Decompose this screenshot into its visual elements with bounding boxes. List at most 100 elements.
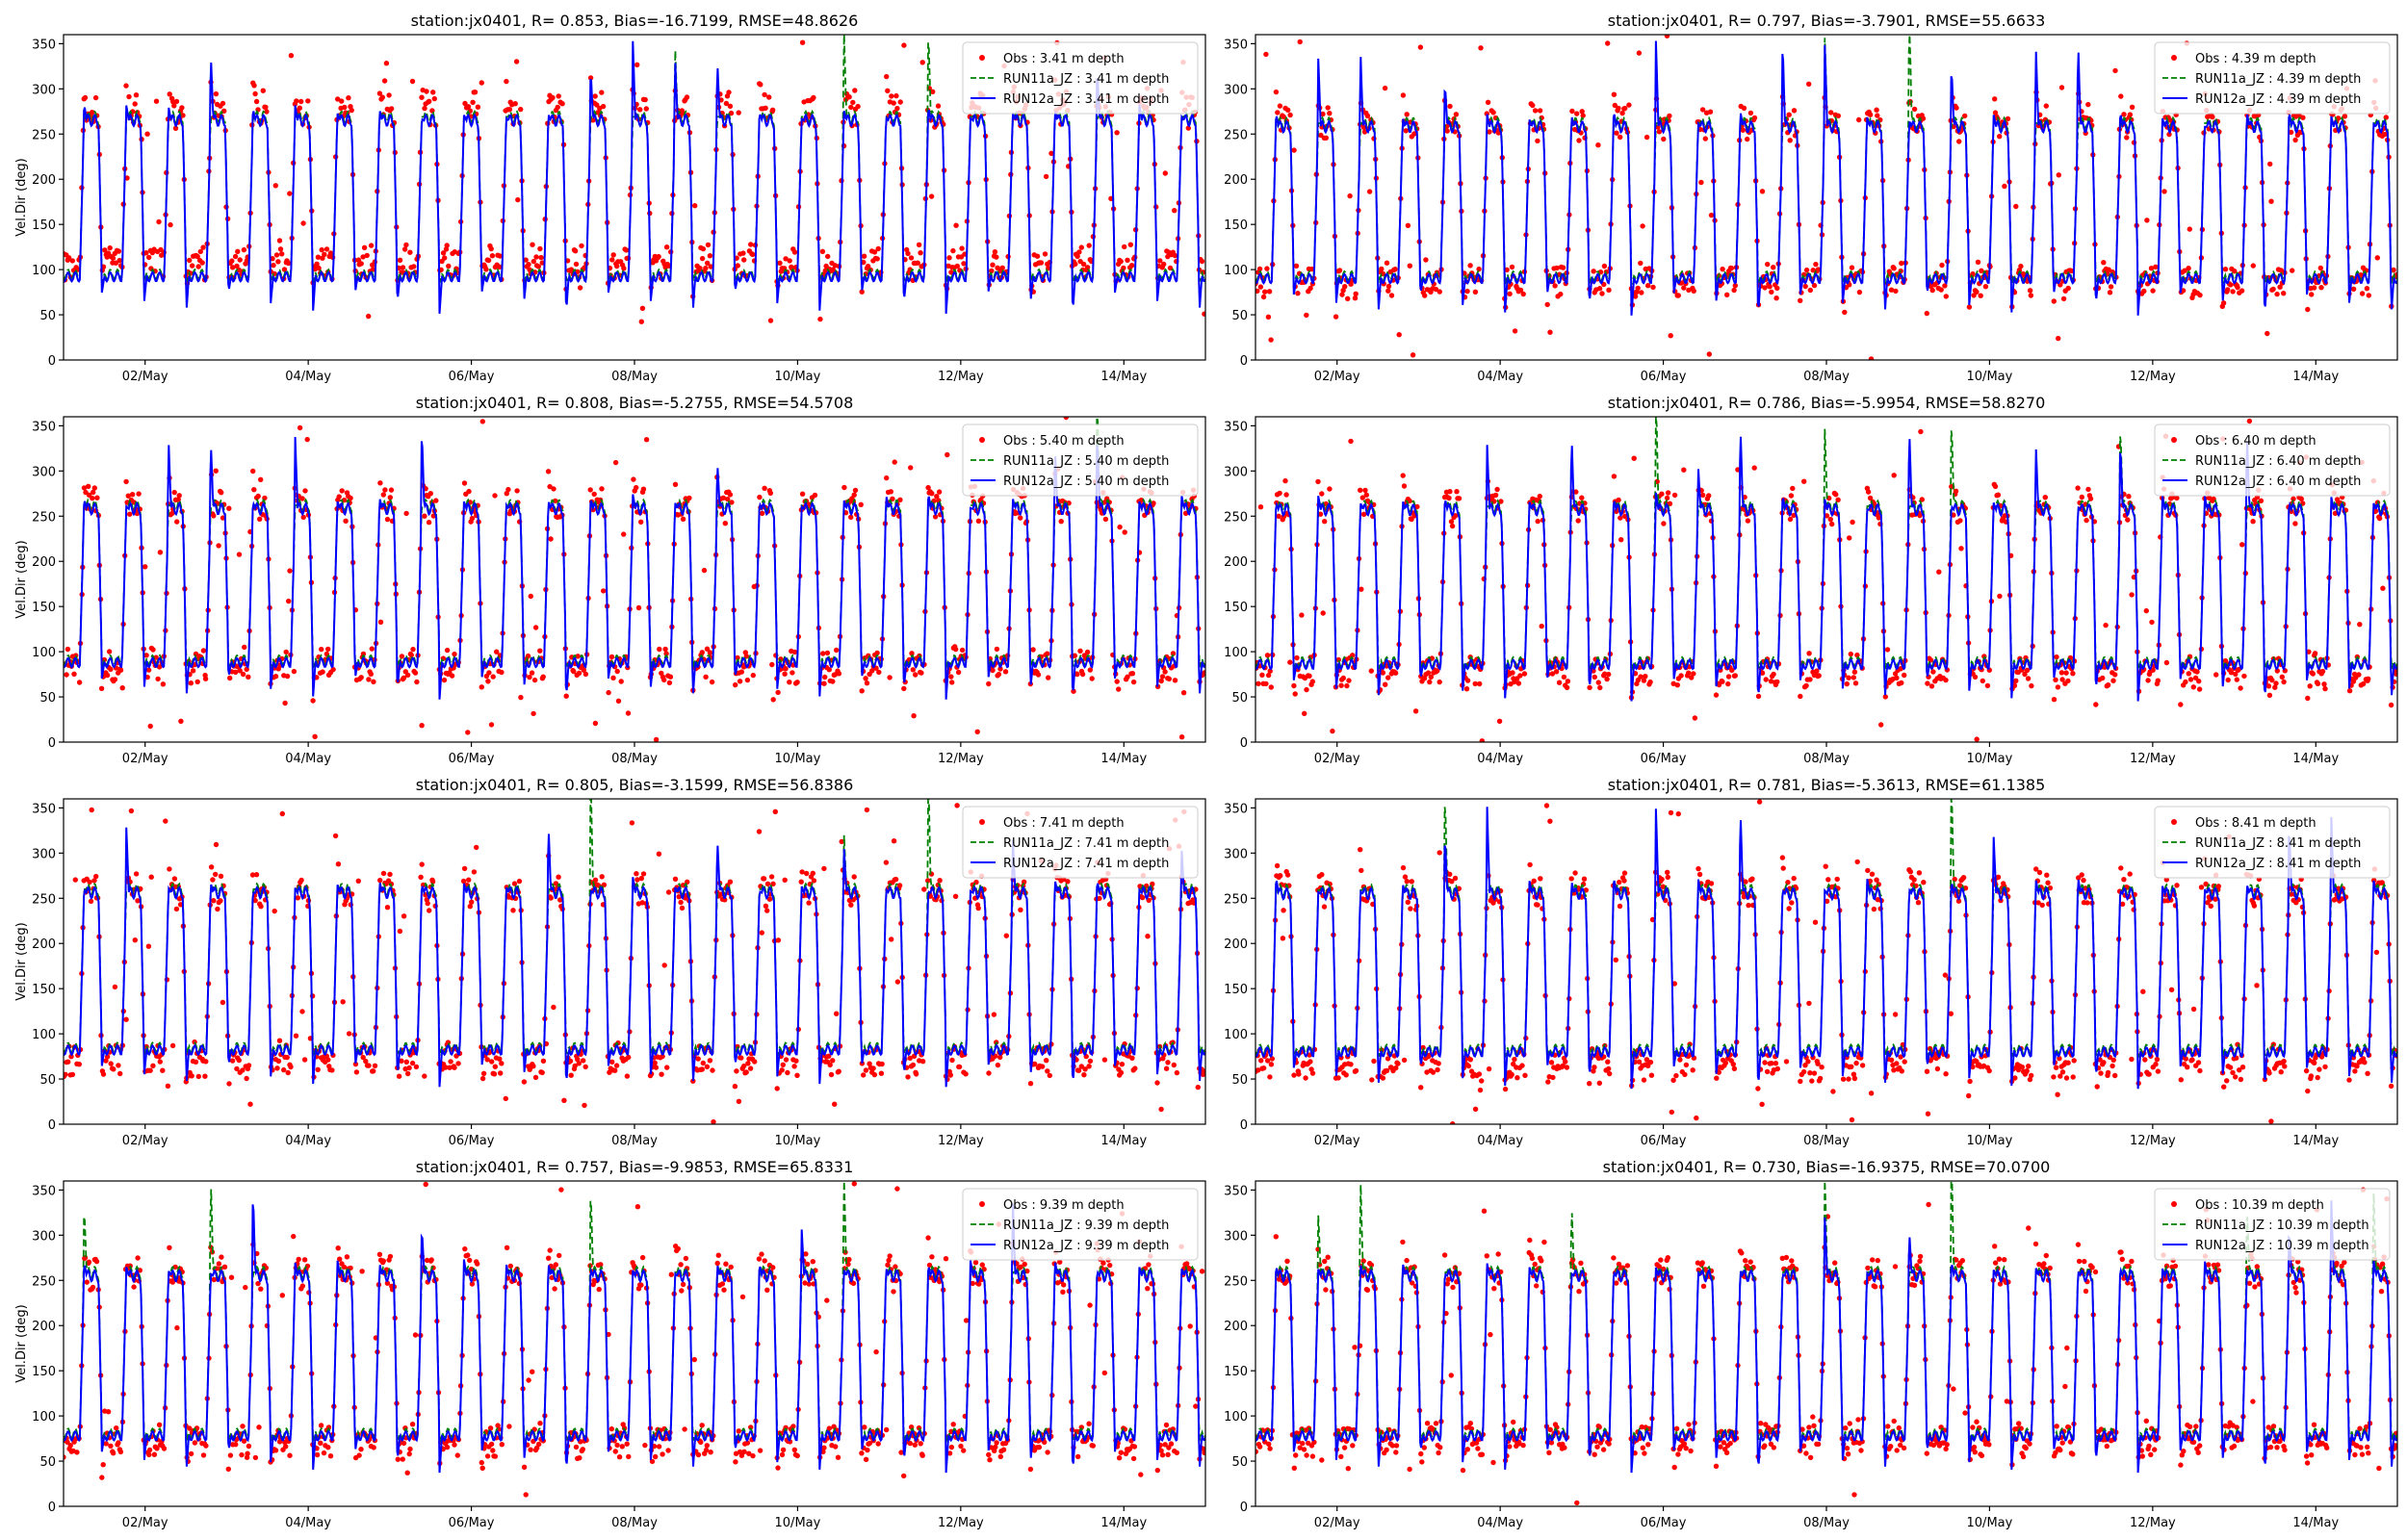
obs-point bbox=[1089, 676, 1095, 681]
obs-point bbox=[672, 481, 679, 487]
obs-point bbox=[613, 1063, 620, 1068]
y-tick-label: 200 bbox=[32, 173, 56, 188]
obs-point bbox=[1302, 710, 1307, 716]
obs-point bbox=[2358, 272, 2364, 278]
obs-point bbox=[1716, 681, 1722, 688]
obs-point bbox=[959, 647, 966, 654]
x-tick-label: 10/May bbox=[775, 1134, 821, 1148]
obs-point bbox=[653, 1065, 660, 1070]
obs-point bbox=[1888, 287, 1895, 293]
obs-point bbox=[1550, 1074, 1556, 1081]
obs-point bbox=[229, 265, 236, 270]
obs-point bbox=[1787, 516, 1794, 523]
obs-point bbox=[2059, 677, 2065, 682]
obs-point bbox=[232, 253, 239, 260]
obs-point bbox=[235, 248, 241, 254]
legend-label: Obs : 7.41 m depth bbox=[1003, 816, 1125, 831]
y-tick-label: 350 bbox=[1224, 420, 1248, 434]
obs-point bbox=[275, 259, 281, 265]
obs-point bbox=[2267, 161, 2273, 167]
obs-point bbox=[2150, 288, 2156, 294]
obs-point bbox=[64, 1071, 68, 1077]
obs-point bbox=[874, 256, 880, 262]
obs-point bbox=[1563, 1059, 1568, 1065]
obs-point bbox=[401, 913, 407, 919]
obs-point bbox=[264, 109, 270, 115]
obs-point bbox=[1891, 473, 1897, 478]
obs-point bbox=[173, 906, 180, 912]
y-tick-label: 50 bbox=[1231, 309, 1248, 323]
obs-point bbox=[371, 1068, 376, 1074]
obs-point bbox=[1304, 312, 1309, 319]
obs-point bbox=[559, 101, 565, 107]
obs-point bbox=[1507, 291, 1513, 296]
obs-point bbox=[794, 680, 800, 685]
obs-point bbox=[1878, 722, 1884, 728]
x-tick-label: 10/May bbox=[775, 370, 821, 384]
obs-point bbox=[427, 908, 432, 913]
obs-point bbox=[1975, 259, 1981, 265]
obs-point bbox=[1255, 288, 1260, 295]
obs-point bbox=[167, 91, 172, 97]
obs-point bbox=[1325, 105, 1331, 111]
obs-point bbox=[638, 875, 644, 882]
obs-point bbox=[339, 98, 345, 104]
obs-point bbox=[2054, 654, 2059, 660]
x-tick-label: 06/May bbox=[1641, 370, 1687, 384]
obs-point bbox=[242, 644, 247, 651]
obs-point bbox=[2024, 667, 2031, 673]
obs-point bbox=[634, 62, 640, 68]
obs-point bbox=[1803, 267, 1810, 273]
obs-point bbox=[1547, 329, 1553, 335]
obs-point bbox=[729, 500, 735, 505]
obs-point bbox=[820, 651, 826, 656]
y-tick-label: 350 bbox=[32, 420, 56, 434]
obs-point bbox=[1304, 686, 1309, 693]
obs-point bbox=[1333, 314, 1339, 320]
legend-label: RUN11a_JZ : 5.40 m depth bbox=[1003, 454, 1169, 469]
obs-point bbox=[2305, 695, 2311, 702]
obs-point bbox=[202, 1073, 208, 1079]
obs-point bbox=[368, 243, 375, 248]
obs-point bbox=[322, 251, 327, 257]
obs-point bbox=[173, 98, 180, 105]
obs-point bbox=[1698, 179, 1704, 186]
obs-point bbox=[1257, 284, 1264, 290]
obs-point bbox=[531, 258, 536, 265]
obs-point bbox=[1074, 253, 1080, 259]
obs-point bbox=[401, 246, 408, 252]
legend-label: RUN11a_JZ : 4.39 m depth bbox=[2195, 72, 2361, 87]
obs-point bbox=[1774, 679, 1780, 685]
obs-point bbox=[1740, 127, 1747, 133]
obs-point bbox=[155, 676, 161, 682]
obs-point bbox=[1327, 111, 1333, 116]
obs-point bbox=[1599, 291, 1605, 296]
obs-point bbox=[848, 104, 854, 111]
obs-point bbox=[1691, 288, 1696, 294]
obs-point bbox=[1407, 498, 1412, 504]
obs-point bbox=[369, 646, 375, 652]
obs-point bbox=[556, 93, 561, 99]
obs-point bbox=[2029, 682, 2034, 689]
obs-point bbox=[1978, 293, 1983, 298]
obs-point bbox=[609, 1059, 615, 1065]
obs-point bbox=[2321, 681, 2327, 687]
obs-point bbox=[368, 671, 374, 677]
obs-point bbox=[332, 833, 339, 839]
obs-point bbox=[452, 1065, 457, 1070]
obs-point bbox=[1127, 242, 1134, 247]
obs-point bbox=[614, 668, 620, 675]
obs-point bbox=[1936, 569, 1942, 575]
obs-point bbox=[2388, 702, 2394, 708]
obs-point bbox=[1086, 1064, 1092, 1069]
obs-point bbox=[2310, 671, 2316, 677]
obs-point bbox=[929, 491, 935, 497]
obs-point bbox=[1851, 669, 1858, 675]
obs-point bbox=[160, 681, 167, 687]
obs-point bbox=[199, 260, 205, 266]
obs-point bbox=[1259, 672, 1265, 678]
obs-point bbox=[1385, 675, 1391, 680]
obs-point bbox=[1611, 474, 1618, 479]
obs-point bbox=[406, 1065, 412, 1071]
obs-point bbox=[2277, 284, 2283, 290]
